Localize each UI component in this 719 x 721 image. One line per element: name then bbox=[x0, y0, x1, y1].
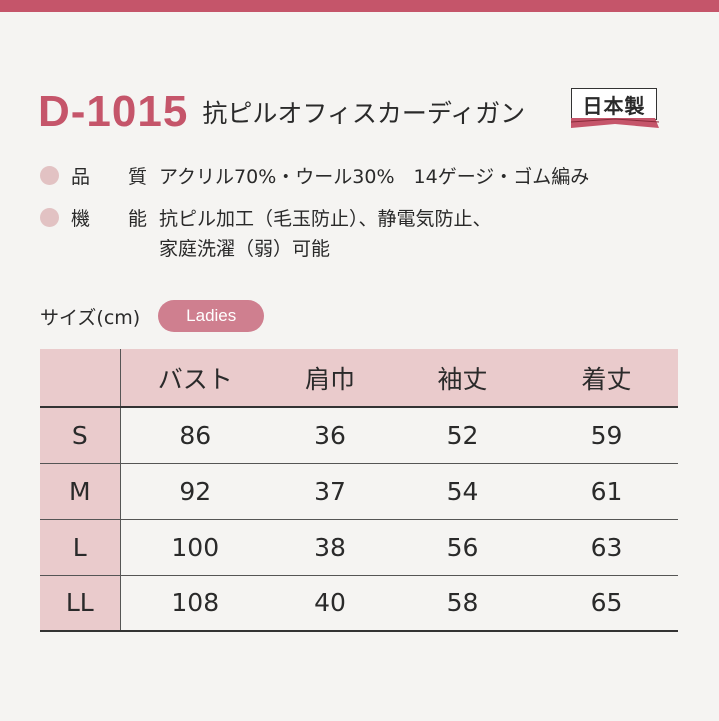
spec-label: 機 能 bbox=[71, 208, 147, 230]
sleeve-value: 56 bbox=[390, 519, 535, 576]
shoulder-value: 36 bbox=[270, 407, 390, 464]
size-label: LL bbox=[40, 575, 121, 632]
length-value: 61 bbox=[535, 463, 678, 520]
sleeve-value: 54 bbox=[390, 463, 535, 520]
top-accent-bar bbox=[0, 0, 719, 12]
bust-value: 86 bbox=[120, 407, 270, 464]
sleeve-value: 58 bbox=[390, 575, 535, 632]
bullet-icon bbox=[40, 166, 59, 185]
ladies-tag: Ladies bbox=[158, 300, 265, 332]
product-code: D-1015 bbox=[38, 87, 189, 136]
bust-value: 100 bbox=[120, 519, 270, 576]
header-bust: バスト bbox=[120, 349, 270, 408]
size-label: S bbox=[40, 407, 121, 464]
length-value: 59 bbox=[535, 407, 678, 464]
product-name: 抗ピルオフィスカーディガン bbox=[202, 99, 526, 128]
length-value: 65 bbox=[535, 575, 678, 632]
shoulder-value: 37 bbox=[270, 463, 390, 520]
table-row: S 86 36 52 59 bbox=[40, 407, 678, 464]
table-row: L 100 38 56 63 bbox=[40, 519, 678, 576]
spec-function: 機 能 抗ピル加工（毛玉防止）、静電気防止、 家庭洗濯（弱）可能 bbox=[40, 204, 492, 264]
bust-value: 92 bbox=[120, 463, 270, 520]
title-row: D-1015 抗ピルオフィスカーディガン bbox=[38, 82, 525, 142]
sleeve-value: 52 bbox=[390, 407, 535, 464]
bust-value: 108 bbox=[120, 575, 270, 632]
spec-material: 品 質 アクリル70%・ウール30% 14ゲージ・ゴム編み bbox=[40, 162, 589, 192]
shoulder-value: 40 bbox=[270, 575, 390, 632]
table-header-row: バスト 肩巾 袖丈 着丈 bbox=[40, 349, 678, 408]
table-row: LL 108 40 58 65 bbox=[40, 575, 678, 632]
spec-value: 抗ピル加工（毛玉防止）、静電気防止、 家庭洗濯（弱）可能 bbox=[159, 208, 492, 260]
size-label: M bbox=[40, 463, 121, 520]
badge-label: 日本製 bbox=[571, 88, 657, 120]
table-row: M 92 37 54 61 bbox=[40, 463, 678, 520]
spec-label: 品 質 bbox=[71, 166, 147, 188]
size-table: バスト 肩巾 袖丈 着丈 S 86 36 52 59 M 92 37 54 61… bbox=[40, 349, 678, 632]
made-in-japan-badge: 日本製 bbox=[571, 88, 659, 134]
header-shoulder: 肩巾 bbox=[270, 349, 390, 408]
table-corner-cell bbox=[40, 349, 121, 408]
size-label: L bbox=[40, 519, 121, 576]
spec-value: アクリル70%・ウール30% 14ゲージ・ゴム編み bbox=[159, 166, 590, 188]
header-length: 着丈 bbox=[535, 349, 678, 408]
size-caption: サイズ(cm) bbox=[40, 306, 141, 329]
shoulder-value: 38 bbox=[270, 519, 390, 576]
header-sleeve: 袖丈 bbox=[390, 349, 535, 408]
length-value: 63 bbox=[535, 519, 678, 576]
badge-ribbon-icon bbox=[571, 118, 659, 128]
bullet-icon bbox=[40, 208, 59, 227]
size-section-header: サイズ(cm) Ladies bbox=[40, 300, 265, 332]
